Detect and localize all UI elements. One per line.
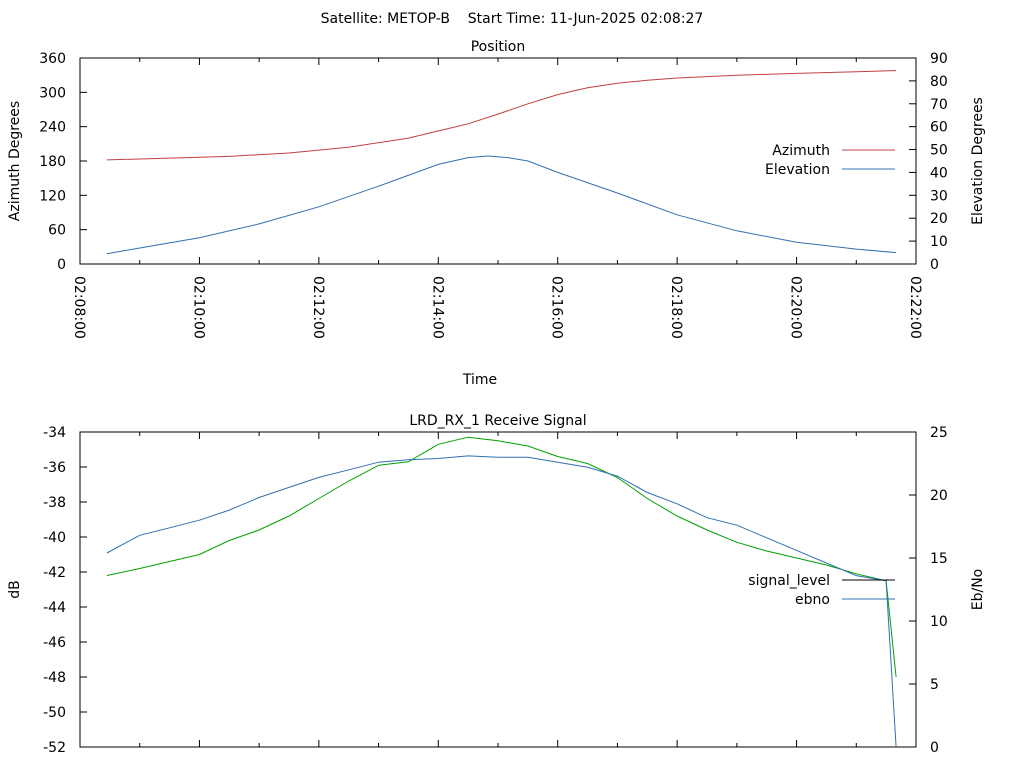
y-tick-label: -48 <box>43 670 66 686</box>
plot-frame <box>79 57 917 265</box>
x-tick-label: 02:14:00 <box>429 276 445 339</box>
y-tick-label: -44 <box>43 600 66 616</box>
y-tick-label: -46 <box>43 635 66 651</box>
y2-tick-label: 80 <box>930 74 948 90</box>
y-tick-label: 180 <box>39 154 66 170</box>
y2-tick-label: 0 <box>930 257 939 273</box>
y-tick-label: 0 <box>57 257 66 273</box>
x-tick-label: 02:10:00 <box>190 276 206 339</box>
x-axis-label: Time <box>462 372 497 388</box>
series-line-elevation <box>106 155 897 255</box>
series-line-azimuth <box>106 70 897 161</box>
y2-tick-label: 20 <box>930 211 948 227</box>
y2-tick-label: 10 <box>930 614 948 630</box>
y2-axis-label: Elevation Degrees <box>970 97 986 225</box>
x-tick-label: 02:16:00 <box>549 276 565 339</box>
y-tick-label: -52 <box>43 740 66 756</box>
y-tick-label: 240 <box>39 120 66 136</box>
y-axis-label: Azimuth Degrees <box>7 101 23 221</box>
legend-label: Elevation <box>765 162 830 178</box>
y2-tick-label: 60 <box>930 120 948 136</box>
legend-label: ebno <box>795 592 830 608</box>
x-tick-label: 02:20:00 <box>788 276 804 339</box>
figure-title: Satellite: METOP-B Start Time: 11-Jun-20… <box>321 11 704 27</box>
y-tick-label: -42 <box>43 565 66 581</box>
x-tick-label: 02:12:00 <box>310 276 326 339</box>
series-line-signal-level <box>106 436 897 678</box>
chart-title: LRD_RX_1 Receive Signal <box>409 413 586 429</box>
y2-tick-label: 0 <box>930 740 939 756</box>
y-axis-label: dB <box>7 580 23 599</box>
legend-label: signal_level <box>748 573 830 589</box>
y2-tick-label: 30 <box>930 188 948 204</box>
y-tick-label: -38 <box>43 495 66 511</box>
y2-tick-label: 20 <box>930 488 948 504</box>
x-tick-label: 02:08:00 <box>71 276 87 339</box>
x-tick-label: 02:18:00 <box>668 276 684 339</box>
y-tick-label: -34 <box>43 425 66 441</box>
y-tick-label: 120 <box>39 188 66 204</box>
y-tick-label: -36 <box>43 460 66 476</box>
legend-label: Azimuth <box>772 143 830 159</box>
position-chart: Position 0 60 120 180 240 300 360 0 10 20 30 40 50 60 7… <box>7 39 986 388</box>
y2-tick-label: 15 <box>930 551 948 567</box>
y2-axis-label: Eb/No <box>970 569 986 611</box>
y2-tick-label: 70 <box>930 97 948 113</box>
series-line-ebno <box>106 455 897 748</box>
y2-tick-label: 25 <box>930 425 948 441</box>
y-tick-label: -50 <box>43 705 66 721</box>
y2-tick-label: 40 <box>930 165 948 181</box>
y-tick-label: 360 <box>39 51 66 67</box>
y2-tick-label: 5 <box>930 677 939 693</box>
chart-title: Position <box>471 39 526 55</box>
plot-frame <box>79 431 917 748</box>
receive-signal-chart: LRD_RX_1 Receive Signal -52 -50 -48 -46 -44 -4… <box>7 413 986 756</box>
y2-tick-label: 50 <box>930 143 948 159</box>
y-tick-label: -40 <box>43 530 66 546</box>
y-tick-label: 60 <box>48 223 66 239</box>
y2-tick-label: 10 <box>930 234 948 250</box>
y-tick-label: 300 <box>39 85 66 101</box>
y2-tick-label: 90 <box>930 51 948 67</box>
x-tick-label: 02:22:00 <box>907 276 923 339</box>
